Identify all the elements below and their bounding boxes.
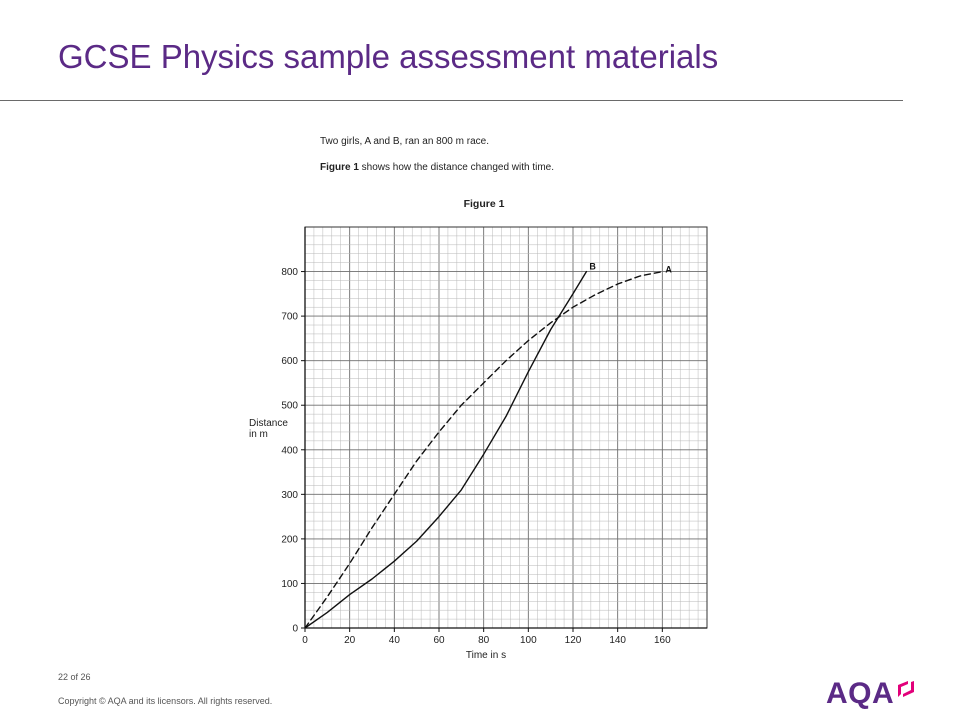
y-tick-label: 100 xyxy=(281,579,298,590)
y-tick-label: 500 xyxy=(281,401,298,412)
x-tick-label: 20 xyxy=(344,635,356,646)
series-line-a xyxy=(304,270,663,629)
aqa-logo: AQA xyxy=(826,677,916,711)
x-axis-label: Time in s xyxy=(466,650,506,661)
y-tick-label: 0 xyxy=(292,624,298,635)
figure-ref-bold: Figure 1 xyxy=(320,162,359,173)
aqa-mark-icon xyxy=(898,681,915,697)
figure-ref-text: shows how the distance changed with time… xyxy=(358,162,555,173)
y-tick-label: 400 xyxy=(281,445,298,456)
x-tick-label: 80 xyxy=(478,635,490,646)
chart-title: Figure 1 xyxy=(464,198,505,210)
x-tick-label: 0 xyxy=(302,635,308,646)
series-label-b: B xyxy=(589,262,596,272)
page-total: of 26 xyxy=(70,672,91,682)
page-title: GCSE Physics sample assessment materials xyxy=(58,38,719,75)
series-label-a: A xyxy=(665,265,672,275)
x-tick-label: 40 xyxy=(389,635,401,646)
logo-text: AQA xyxy=(826,677,895,710)
question-figure-ref: Figure 1 shows how the distance changed … xyxy=(320,162,554,173)
plot-frame xyxy=(304,226,708,629)
y-tick-label: 600 xyxy=(281,356,298,367)
x-tick-label: 100 xyxy=(520,635,537,646)
y-axis-label: Distance xyxy=(249,418,288,429)
y-tick-label: 200 xyxy=(281,534,298,545)
y-axis-label: in m xyxy=(249,429,268,440)
question-intro: Two girls, A and B, ran an 800 m race. xyxy=(320,136,489,147)
y-tick-label: 700 xyxy=(281,312,298,323)
x-tick-label: 60 xyxy=(433,635,445,646)
x-tick-label: 160 xyxy=(654,635,671,646)
y-tick-label: 300 xyxy=(281,490,298,501)
page-number: 22 of 26 xyxy=(58,672,91,682)
y-tick-label: 800 xyxy=(281,267,298,278)
title-divider xyxy=(0,100,903,101)
page-current: 22 xyxy=(58,672,69,682)
x-tick-label: 120 xyxy=(565,635,582,646)
series-line-b xyxy=(304,270,588,629)
copyright-notice: Copyright © AQA and its licensors. All r… xyxy=(58,696,273,706)
x-tick-label: 140 xyxy=(609,635,626,646)
